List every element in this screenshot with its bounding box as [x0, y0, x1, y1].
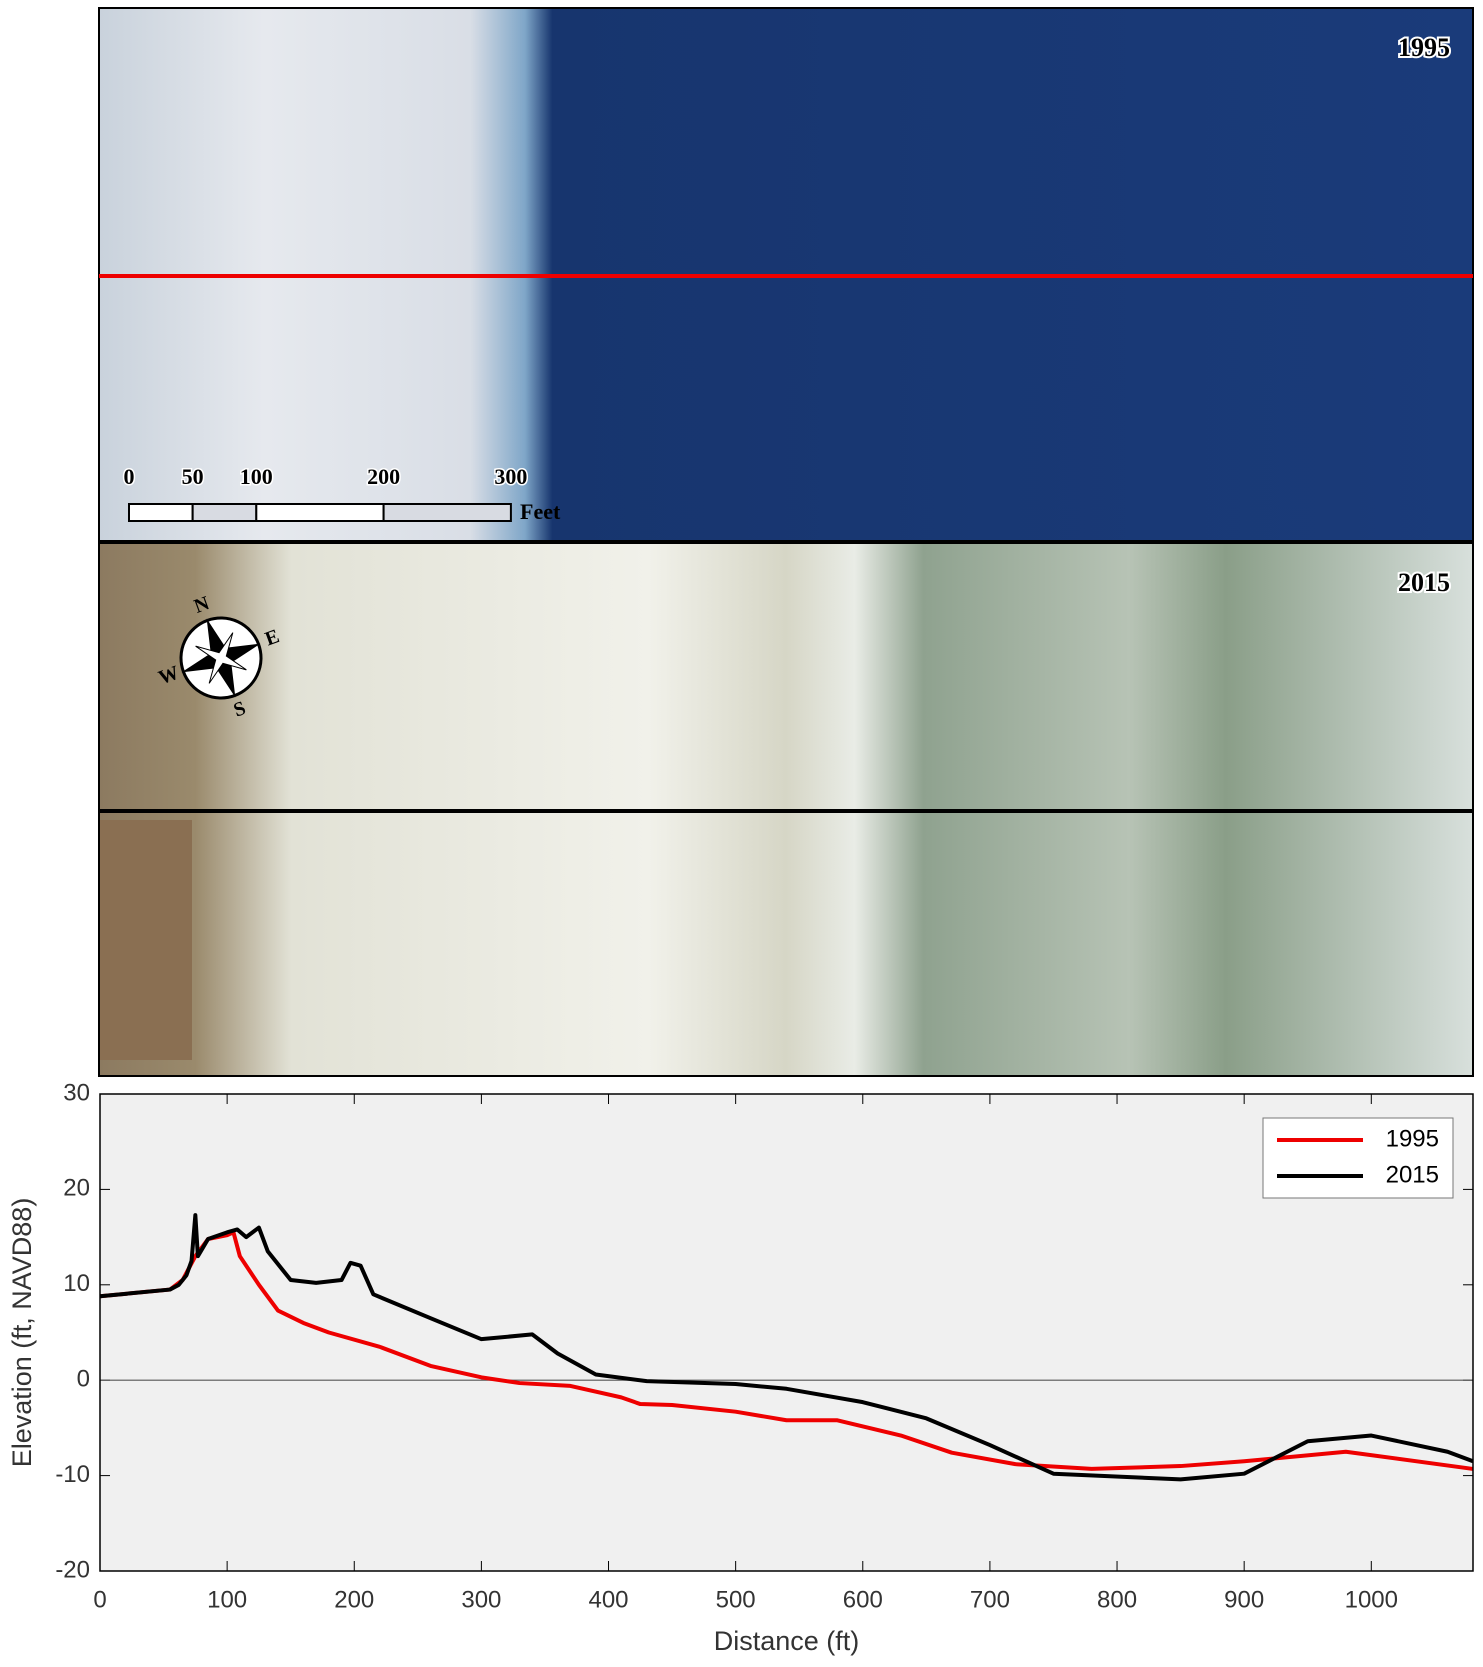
legend-box	[1262, 1117, 1454, 1199]
scale-segment	[255, 503, 385, 522]
x-axis-label: Distance (ft)	[714, 1626, 860, 1656]
plot-frame	[99, 1093, 1474, 1572]
year-label: 2015	[1398, 568, 1450, 597]
y-tick-label: -20	[55, 1556, 90, 1583]
x-tick-label: 700	[970, 1586, 1010, 1613]
year-label: 1995	[1398, 33, 1450, 62]
scale-segment	[382, 503, 512, 522]
x-tick-label: 800	[1097, 1586, 1137, 1613]
series-line	[99, 1213, 1474, 1482]
scale-segment	[128, 503, 194, 522]
scale-tick-label: 300	[494, 464, 527, 489]
x-tick-label: 1000	[1345, 1586, 1398, 1613]
y-tick-label: 30	[63, 1079, 90, 1106]
scale-tick-label: 100	[240, 464, 273, 489]
x-tick-label: 0	[93, 1586, 106, 1613]
scale-tick-label: 50	[182, 464, 204, 489]
scale-tick-label: 0	[124, 464, 135, 489]
scale-tick-label: 200	[367, 464, 400, 489]
scale-segment	[191, 503, 258, 522]
legend-label: 2015	[1386, 1161, 1439, 1188]
x-tick-label: 400	[588, 1586, 628, 1613]
x-tick-label: 300	[461, 1586, 501, 1613]
series-line	[99, 1230, 1474, 1471]
x-tick-label: 200	[334, 1586, 374, 1613]
y-tick-label: 10	[63, 1270, 90, 1297]
legend-label: 1995	[1386, 1125, 1439, 1152]
compass: N E S W	[156, 592, 283, 722]
x-tick-label: 100	[207, 1586, 247, 1613]
y-tick-label: 20	[63, 1175, 90, 1202]
scale-unit: Feet	[520, 499, 561, 524]
y-axis-label: Elevation (ft, NAVD88)	[7, 1198, 37, 1468]
building	[100, 820, 192, 1060]
x-tick-label: 500	[716, 1586, 756, 1613]
x-tick-label: 600	[843, 1586, 883, 1613]
x-tick-label: 900	[1224, 1586, 1264, 1613]
y-tick-label: 0	[77, 1366, 90, 1393]
y-tick-label: -10	[55, 1461, 90, 1488]
